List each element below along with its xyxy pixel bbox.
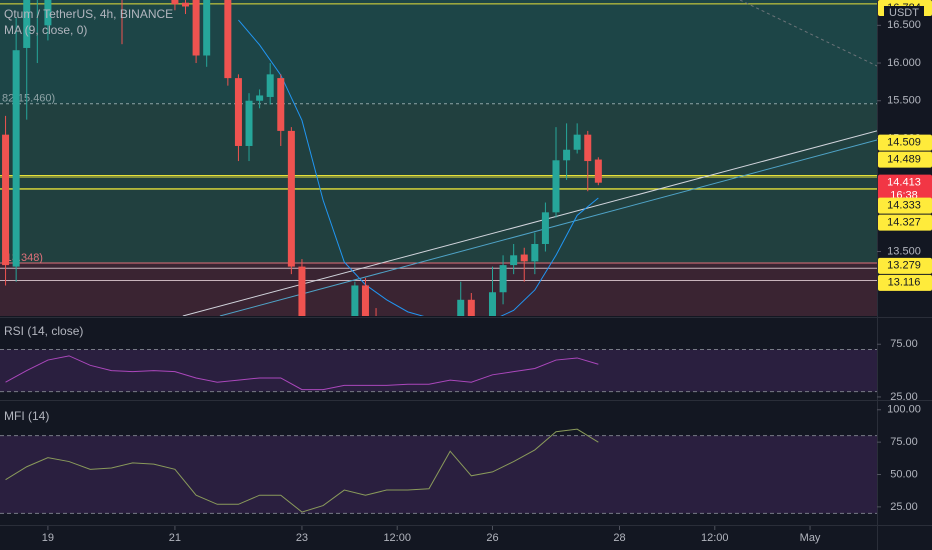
fib-label: (13.348)	[2, 252, 43, 264]
candle-body	[203, 0, 211, 56]
candle-body	[12, 50, 20, 267]
x-tick-label: 23	[296, 532, 308, 544]
y-tick-label: 16.500	[887, 19, 921, 31]
candle-body	[552, 160, 560, 213]
price-label-box	[878, 274, 932, 291]
candle-body	[2, 134, 10, 266]
candle-body	[351, 285, 359, 316]
y-tick-label: 75.00	[890, 436, 918, 448]
ma-line	[238, 19, 599, 316]
candle-body	[510, 255, 518, 266]
x-tick-label: 19	[42, 532, 54, 544]
symbol-title: Qtum / TetherUS, 4h, BINANCE	[4, 7, 173, 21]
x-tick-label: 26	[486, 532, 498, 544]
candle-body	[266, 74, 274, 97]
y-tick-label: 100.00	[887, 404, 921, 416]
candle-body	[531, 243, 539, 262]
x-tick-label: 12:00	[701, 532, 729, 544]
mfi-pane	[0, 428, 877, 514]
price-label: 14.509	[887, 137, 921, 149]
currency: USDT	[889, 7, 919, 19]
price-label: 14.489	[887, 154, 921, 166]
candle-body	[44, 0, 52, 26]
band	[0, 349, 877, 392]
candle-body	[192, 0, 200, 56]
rsi-title: RSI (14, close)	[4, 324, 83, 338]
candle-body	[541, 212, 549, 244]
candle-body	[594, 159, 602, 183]
candle-body	[171, 0, 179, 5]
band	[0, 435, 877, 514]
candle-body	[23, 0, 31, 48]
candle-body	[563, 149, 571, 161]
price-label-box	[878, 134, 932, 151]
x-tick-label: 21	[169, 532, 181, 544]
ma-legend: MA (9, close, 0)	[4, 23, 87, 37]
candle-body	[457, 299, 465, 316]
zone	[0, 0, 877, 104]
price-label-box	[878, 197, 932, 214]
candle-body	[467, 299, 475, 316]
candle-body	[277, 78, 285, 131]
indicator-line	[5, 428, 599, 513]
drawing-line	[739, 0, 878, 67]
candle-body	[584, 134, 592, 162]
y-tick-label: 16.000	[887, 57, 921, 69]
x-tick-label: 12:00	[383, 532, 411, 544]
candle-body	[245, 100, 253, 146]
y-tick-label: 15.500	[887, 95, 921, 107]
y-tick-label: 25.00	[890, 501, 918, 513]
price-label: 14.333	[887, 200, 921, 212]
price-label-box	[878, 151, 932, 168]
candle-body	[499, 265, 507, 293]
currency-box	[884, 6, 924, 20]
rsi-pane	[0, 349, 877, 393]
axes: 16.50016.00015.50015.00013.50075.0025.00…	[42, 19, 921, 544]
mfi-title: MFI (14)	[4, 409, 49, 423]
candle-body	[287, 130, 295, 267]
zone	[0, 103, 877, 263]
candle-body	[182, 2, 190, 7]
y-tick-label: 13.500	[887, 245, 921, 257]
price-label-box	[878, 174, 932, 203]
y-tick-label: 50.00	[890, 468, 918, 480]
price-label: 14.413	[887, 177, 921, 189]
price-labels: 16.78414.50914.48914.41316:3814.33314.32…	[878, 0, 932, 291]
zone	[0, 262, 877, 316]
candle-body	[520, 254, 528, 262]
candle-body	[573, 134, 581, 150]
fib-label: 82(15.460)	[2, 93, 55, 105]
candle-body	[298, 266, 306, 316]
x-tick-label: 28	[613, 532, 625, 544]
indicator-line	[5, 355, 599, 391]
y-tick-label: 75.00	[890, 338, 918, 350]
candle-body	[256, 95, 264, 101]
candle-body	[234, 78, 242, 146]
price-label: 14.327	[887, 217, 921, 229]
y-tick-label: 25.00	[890, 391, 918, 403]
main-pane: 82(15.460) (13.348)	[0, 0, 877, 316]
price-label: 13.279	[887, 260, 921, 272]
price-label-box	[878, 214, 932, 231]
candle-body	[488, 292, 496, 316]
price-label: 13.116	[888, 277, 921, 289]
candle-body	[224, 0, 232, 79]
candle-body	[361, 285, 369, 316]
price-label-box	[878, 257, 932, 274]
x-tick-label: May	[800, 532, 821, 544]
